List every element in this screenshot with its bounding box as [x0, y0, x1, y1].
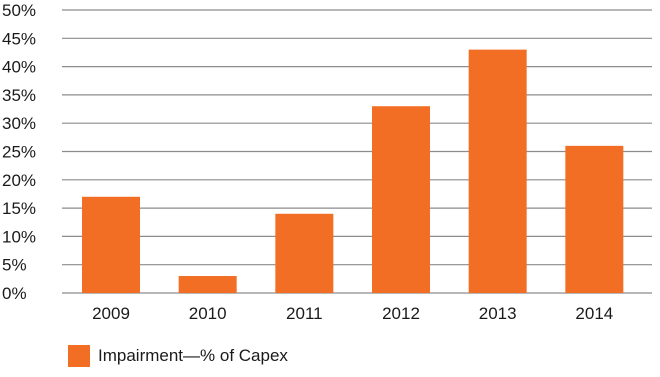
x-tick-label: 2012 [382, 304, 420, 323]
gridlines [62, 9, 652, 294]
x-tick-label: 2011 [286, 304, 323, 323]
y-tick-label: 30% [2, 114, 36, 133]
bar-2010 [178, 276, 237, 293]
bar-2011 [275, 213, 334, 293]
y-tick-label: 0% [2, 284, 27, 303]
bar-2012 [372, 106, 430, 293]
y-tick-label: 5% [2, 256, 27, 275]
y-axis-tick-labels: 0% 5% 10% 15% 20% 25% 30% 35% 40% 45% 50% [2, 1, 36, 303]
y-tick-label: 35% [2, 86, 36, 105]
bars [82, 49, 624, 294]
legend-swatch [68, 345, 90, 367]
x-tick-label: 2014 [575, 304, 613, 323]
legend: Impairment—% of Capex [68, 345, 288, 367]
y-tick-label: 50% [2, 1, 36, 20]
bar-2014 [565, 145, 624, 293]
bar-2009 [82, 196, 140, 293]
x-tick-label: 2013 [479, 304, 517, 323]
y-tick-label: 25% [2, 143, 36, 162]
x-tick-label: 2009 [92, 304, 130, 323]
y-tick-label: 40% [2, 58, 36, 77]
y-tick-label: 20% [2, 171, 36, 190]
legend-label: Impairment—% of Capex [98, 346, 288, 365]
bar-2013 [468, 49, 527, 294]
x-axis-tick-labels: 2009 2010 2011 2012 2013 2014 [92, 304, 613, 323]
y-tick-label: 45% [2, 29, 36, 48]
y-tick-label: 15% [2, 199, 36, 218]
x-tick-label: 2010 [189, 304, 227, 323]
y-tick-label: 10% [2, 227, 36, 246]
